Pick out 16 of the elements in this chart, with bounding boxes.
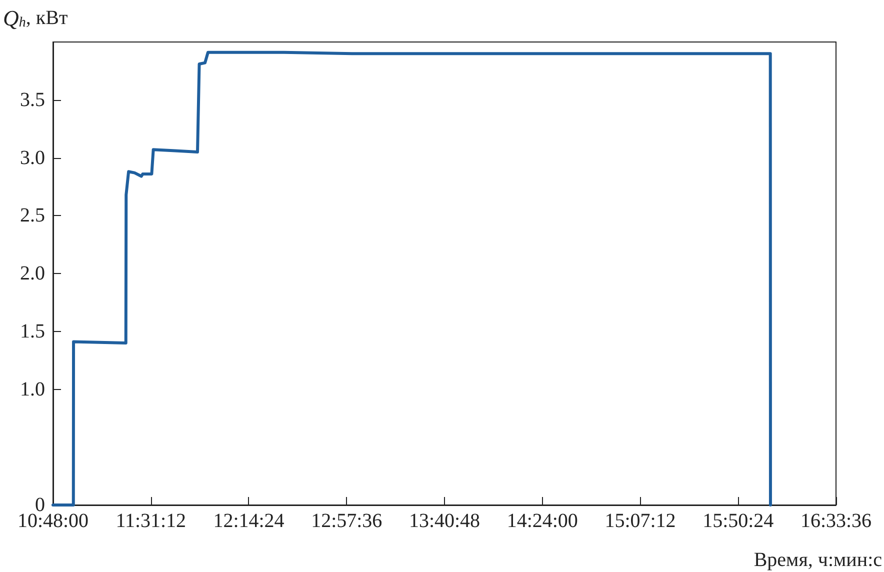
x-tick-label: 14:24:00 xyxy=(506,510,578,532)
x-tick-label: 15:07:12 xyxy=(604,510,676,532)
x-tick-label: 12:14:24 xyxy=(213,510,284,532)
line-series xyxy=(52,50,772,506)
x-tick-label: 15:50:24 xyxy=(702,510,774,532)
y-tick-label: 1.0 xyxy=(20,378,45,400)
x-tick-label: 13:40:48 xyxy=(408,510,480,532)
y-tick-label: 3.0 xyxy=(20,146,45,169)
y-tick-label: 3.5 xyxy=(20,88,45,111)
x-tick-label: 16:33:36 xyxy=(800,510,872,532)
y-tick-label: 1.5 xyxy=(20,320,45,342)
y-tick-label: 2.0 xyxy=(20,262,45,284)
y-tick-label: 2.5 xyxy=(20,204,45,227)
x-axis-title: Время, ч:мин:с xyxy=(754,549,882,571)
x-tick-label: 12:57:36 xyxy=(311,510,382,532)
x-tick-label: 11:31:12 xyxy=(116,510,186,532)
